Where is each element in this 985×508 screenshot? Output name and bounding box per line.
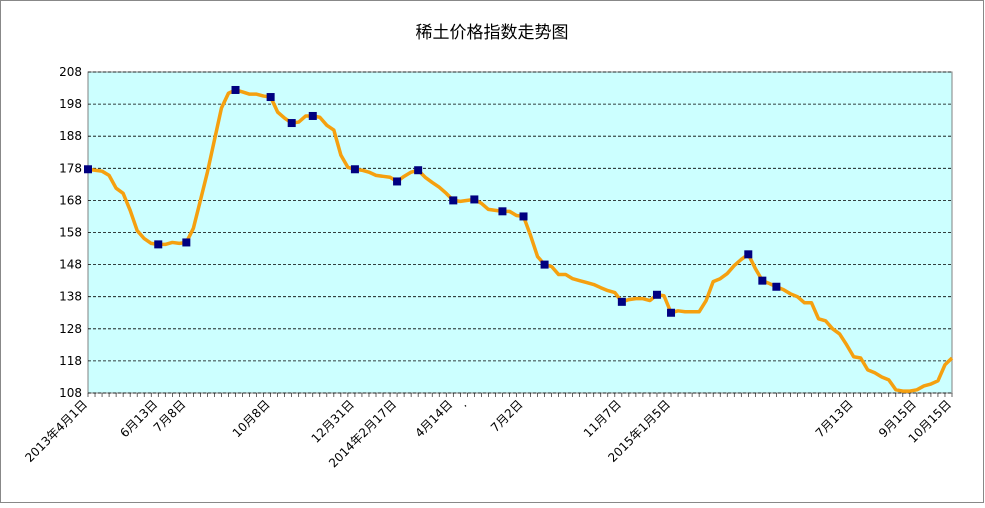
- marker: [498, 207, 507, 216]
- y-tick-label: 138: [59, 290, 82, 304]
- marker: [393, 177, 402, 186]
- y-tick-label: 158: [59, 226, 82, 240]
- marker: [84, 165, 92, 174]
- y-tick-label: 198: [59, 97, 82, 111]
- marker: [414, 166, 423, 175]
- y-tick-label: 188: [59, 129, 82, 143]
- marker: [540, 260, 549, 269]
- marker: [449, 196, 458, 205]
- marker: [519, 212, 528, 221]
- y-tick-label: 148: [59, 258, 82, 272]
- marker: [744, 250, 753, 259]
- marker: [470, 195, 479, 204]
- marker: [652, 290, 661, 299]
- marker: [266, 93, 275, 102]
- marker: [182, 238, 191, 247]
- y-tick-label: 108: [59, 386, 82, 400]
- chart-title: 稀土价格指数走势图: [416, 23, 569, 43]
- y-tick-label: 168: [59, 193, 82, 207]
- marker: [758, 276, 767, 285]
- marker: [772, 282, 781, 291]
- y-tick-label: 178: [59, 161, 82, 175]
- y-tick-label: 208: [59, 65, 82, 79]
- y-tick-label: 128: [59, 322, 82, 336]
- marker: [617, 297, 626, 306]
- marker: [231, 85, 240, 94]
- y-tick-label: 118: [59, 354, 82, 368]
- marker: [287, 119, 296, 128]
- marker: [350, 165, 359, 174]
- marker: [154, 240, 163, 249]
- marker: [308, 111, 317, 120]
- marker: [667, 308, 676, 317]
